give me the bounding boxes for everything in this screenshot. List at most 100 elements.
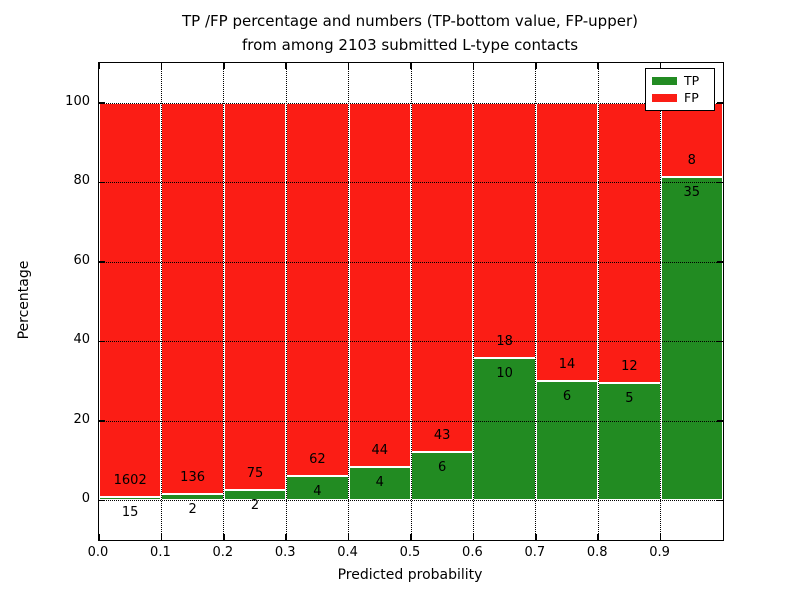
legend-label-fp: FP <box>684 90 699 105</box>
tp-count-label: 4 <box>375 475 384 491</box>
y-tick-label: 100 <box>65 93 90 109</box>
chart-title: TP /FP percentage and numbers (TP-bottom… <box>98 9 722 57</box>
v-gridline <box>223 63 225 540</box>
x-tick-mark <box>535 534 537 540</box>
x-tick-mark <box>472 534 475 540</box>
y-tick-mark <box>99 181 105 183</box>
tp-count-label: 10 <box>496 366 513 382</box>
v-gridline <box>285 63 287 540</box>
x-tick-mark <box>223 63 225 69</box>
bar-segment-tp <box>473 358 536 501</box>
y-tick-mark <box>99 261 105 263</box>
x-tick-mark <box>410 63 412 69</box>
x-tick-mark <box>160 63 163 69</box>
x-tick-mark <box>98 63 100 69</box>
v-gridline <box>660 63 662 540</box>
x-tick-label: 0.1 <box>150 545 171 560</box>
bar-segment-tp <box>598 383 661 501</box>
v-gridline <box>535 63 537 540</box>
legend-entry-fp: FP <box>652 91 708 105</box>
v-gridline <box>348 63 350 540</box>
x-tick-mark <box>347 534 350 540</box>
tp-count-label: 2 <box>250 497 260 513</box>
plot-area: 1602 15 136 2 75 2 62 4 44 4 43 6 18 10 14 6 12 5 8 35 <box>98 62 724 541</box>
tp-count-label: 35 <box>683 184 701 200</box>
v-gridline <box>410 63 412 540</box>
x-tick-mark <box>535 63 537 69</box>
y-tick-label: 60 <box>73 252 90 268</box>
x-tick-mark <box>597 63 599 69</box>
y-tick-label: 80 <box>73 173 90 189</box>
bar-segment-tp <box>223 489 287 501</box>
bar-segment-fp <box>473 102 536 359</box>
bar-segment-fp <box>598 102 661 384</box>
x-axis-label: Predicted probability <box>337 567 483 583</box>
tp-count-label: 5 <box>625 391 634 407</box>
x-tick-mark <box>223 534 225 540</box>
bar-segment-fp <box>286 102 349 477</box>
y-tick-mark <box>99 102 105 104</box>
tp-count-label: 4 <box>313 484 322 500</box>
v-gridline <box>597 63 599 540</box>
fp-count-label: 14 <box>558 357 576 372</box>
x-tick-mark <box>659 63 662 69</box>
x-tick-mark <box>659 534 662 540</box>
tp-count-label: 6 <box>562 389 572 404</box>
y-tick-mark <box>99 340 105 342</box>
bar-segment-fp <box>660 102 723 177</box>
x-tick-mark <box>285 534 287 540</box>
x-tick-label: 0.2 <box>212 545 234 560</box>
v-gridline <box>472 63 474 540</box>
bar-segment-tp <box>99 496 162 501</box>
x-tick-label: 0.5 <box>399 545 421 560</box>
fp-count-label: 8 <box>687 152 696 168</box>
legend: TP FP <box>645 68 715 111</box>
x-tick-mark <box>285 63 287 69</box>
tp-count-label: 2 <box>188 502 197 518</box>
legend-entry-tp: TP <box>652 74 708 88</box>
x-tick-mark <box>597 534 599 540</box>
fp-count-label: 12 <box>621 359 638 375</box>
legend-swatch-tp <box>652 77 677 85</box>
tp-count-label: 6 <box>438 459 447 475</box>
y-tick-mark <box>717 499 723 501</box>
bar-segment-tp <box>535 381 599 501</box>
bar-segment-fp <box>161 102 224 495</box>
x-tick-label: 0.6 <box>462 545 483 560</box>
y-tick-mark <box>717 261 723 263</box>
y-tick-mark <box>99 420 105 422</box>
chart-title-line2: from among 2103 submitted L-type contact… <box>241 36 579 54</box>
bar-segment-fp <box>411 102 474 452</box>
bar-segment-tp <box>161 494 224 501</box>
x-tick-mark <box>160 534 163 540</box>
y-tick-label: 40 <box>73 332 90 348</box>
x-tick-label: 0.3 <box>274 545 296 560</box>
x-tick-label: 0.8 <box>586 545 608 560</box>
fp-count-label: 136 <box>180 470 206 486</box>
v-gridline <box>160 63 162 540</box>
fp-count-label: 18 <box>496 334 513 350</box>
bar-segment-tp <box>411 451 474 501</box>
bar-segment-tp <box>660 176 723 501</box>
y-axis-label: Percentage <box>16 260 32 340</box>
bar-segment-fp <box>535 102 599 381</box>
y-tick-mark <box>717 181 723 183</box>
chart-title-line1: TP /FP percentage and numbers (TP-bottom… <box>182 12 638 30</box>
x-tick-label: 0.9 <box>649 545 670 560</box>
x-tick-mark <box>472 63 475 69</box>
x-tick-mark <box>347 63 350 69</box>
x-tick-mark <box>98 534 100 540</box>
x-tick-label: 0.7 <box>524 545 546 560</box>
y-tick-mark <box>99 499 105 501</box>
y-tick-label: 0 <box>81 491 90 507</box>
bar-segment-fp <box>348 102 411 468</box>
legend-swatch-fp <box>652 94 677 102</box>
legend-label-tp: TP <box>684 73 700 88</box>
y-tick-mark <box>717 340 723 342</box>
bar-segment-tp <box>348 467 411 501</box>
y-tick-label: 20 <box>73 411 90 427</box>
x-tick-mark <box>410 534 412 540</box>
x-tick-label: 0.4 <box>337 545 358 560</box>
y-tick-mark <box>717 102 723 104</box>
